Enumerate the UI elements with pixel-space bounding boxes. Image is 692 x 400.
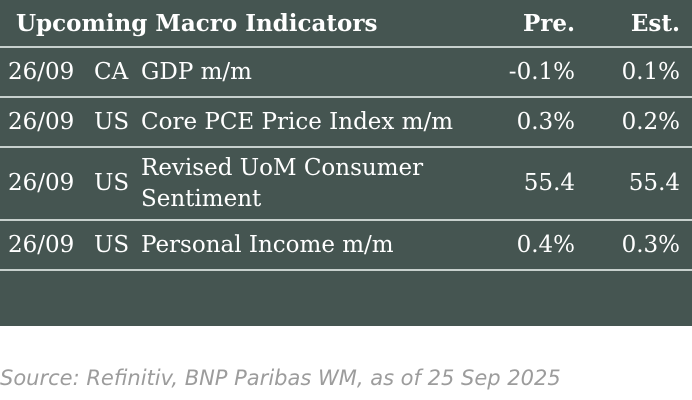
row-country: CA [94,58,129,85]
macro-indicators-table: Upcoming Macro Indicators Pre. Est. 26/0… [0,0,692,270]
row-date: 26/09 [8,108,75,135]
row-previous: 0.3% [516,108,576,135]
row-date: 26/09 [8,231,75,258]
row-previous: 0.4% [516,231,576,258]
row-previous: -0.1% [508,58,576,85]
row-indicator: Core PCE Price Index m/m [141,108,454,135]
row-estimate: 0.1% [621,58,681,85]
table-row: 26/09 US Personal Income m/m 0.4% 0.3% [0,220,692,270]
table-row: 26/09 US Core PCE Price Index m/m 0.3% 0… [0,97,692,147]
macro-indicators-panel: Upcoming Macro Indicators Pre. Est. 26/0… [0,0,692,326]
table-row: 26/09 US Revised UoM Consumer Sentiment … [0,147,692,220]
row-estimate: 55.4 [628,170,681,196]
source-note: Source: Refinitiv, BNP Paribas WM, as of… [0,366,561,390]
table-row: 26/09 CA GDP m/m -0.1% 0.1% [0,47,692,97]
row-indicator: GDP m/m [141,58,252,85]
row-date: 26/09 [8,170,75,196]
row-previous: 55.4 [523,170,576,196]
table-title: Upcoming Macro Indicators [0,0,485,48]
row-indicator: Personal Income m/m [141,231,394,258]
row-country: US [94,231,130,258]
row-estimate: 0.3% [621,231,681,258]
table-header-row: Upcoming Macro Indicators Pre. Est. [0,0,692,48]
row-date: 26/09 [8,58,75,85]
row-indicator: Revised UoM Consumer Sentiment [141,154,424,212]
column-header-previous: Pre. [484,0,593,48]
row-estimate: 0.2% [621,108,681,135]
row-country: US [94,108,130,135]
row-country: US [94,170,130,196]
column-header-estimate: Est. [592,0,692,48]
